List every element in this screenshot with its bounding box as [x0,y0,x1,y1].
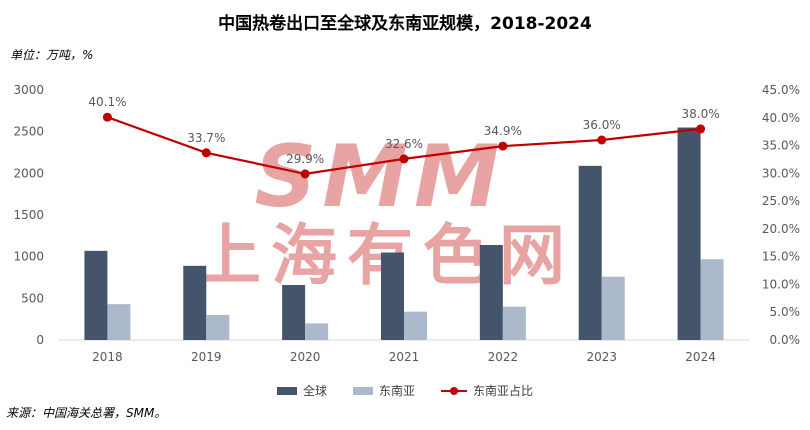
y-tick-label: 1000 [13,250,44,264]
y2-tick-label: 35.0% [762,139,800,153]
x-axis: 2018 2019 2020 2021 2022 2023 2024 [92,350,716,364]
share-data-label: 32.6% [385,137,423,151]
bar-sea [305,323,329,340]
share-line-group: 40.1% 33.7% 29.9% 32.6% 34.9% 36.0% 38.0% [88,95,720,179]
bar-sea [700,259,724,340]
y2-tick-label: 45.0% [762,83,800,97]
bars-group [84,127,724,340]
share-point [399,154,409,164]
bar-sea [404,311,427,340]
y2-tick-label: 10.0% [762,277,800,291]
legend-label-share: 东南亚占比 [473,384,534,398]
bar-global [381,252,404,340]
bar-global [183,265,207,340]
x-tick-label: 2023 [586,350,617,364]
bar-sea [502,306,526,340]
bar-global [84,250,108,340]
share-data-label: 40.1% [88,95,126,109]
y-tick-label: 1500 [13,208,44,222]
legend-swatch-sea [352,386,373,395]
watermark-logo: SMM [254,127,505,227]
legend-swatch-global [276,386,297,395]
y2-tick-label: 5.0% [770,305,801,319]
legend-swatch-share [441,386,467,396]
y2-tick-label: 30.0% [762,166,800,180]
y-tick-label: 0 [36,333,44,347]
share-point [300,169,310,179]
y2-tick-label: 0.0% [770,333,801,347]
share-point [102,112,112,122]
share-data-label: 33.7% [187,131,225,145]
legend-item-global: 全球 [276,382,327,399]
y2-tick-label: 25.0% [762,194,800,208]
legend-item-sea: 东南亚 [352,382,415,399]
legend-label-sea: 东南亚 [378,384,415,398]
bar-global [677,127,701,340]
y2-tick-label: 40.0% [762,111,800,125]
bar-sea [107,304,131,340]
share-point [498,141,508,151]
share-point [597,135,607,145]
unit-label: 单位：万吨，% [10,48,94,62]
y-tick-label: 2500 [13,125,44,139]
x-tick-label: 2018 [92,350,123,364]
legend-item-share: 东南亚占比 [441,382,533,399]
share-data-label: 29.9% [286,152,324,166]
x-tick-label: 2022 [488,350,519,364]
share-data-label: 34.9% [484,124,522,138]
y-tick-label: 3000 [13,83,44,97]
smm-watermark: SMM 上海有色网 [195,127,575,294]
bar-global [479,245,503,340]
share-point [696,124,706,134]
share-data-label: 36.0% [583,118,621,132]
x-tick-label: 2019 [191,350,222,364]
y-tick-label: 500 [21,291,44,305]
legend-label-global: 全球 [302,384,327,398]
x-tick-label: 2021 [389,350,420,364]
watermark-text: 上海有色网 [195,217,575,294]
x-tick-label: 2024 [685,350,716,364]
source-label: 来源：中国海关总署，SMM。 [6,406,167,420]
y-axis-left: 0 500 1000 1500 2000 2500 3000 [13,83,44,347]
bar-global [282,285,306,340]
legend: 全球 东南亚 东南亚占比 [0,382,810,399]
y2-tick-label: 15.0% [762,250,800,264]
x-tick-label: 2020 [290,350,321,364]
y-axis-right: 0.0% 5.0% 10.0% 15.0% 20.0% 25.0% 30.0% 35.0% 40… [762,83,800,347]
bar-sea [601,276,625,340]
share-data-label: 38.0% [682,107,720,121]
y-tick-label: 2000 [13,166,44,180]
bar-sea [206,315,230,340]
chart-title: 中国热卷出口至全球及东南亚规模，2018-2024 [218,14,592,34]
share-point [201,148,211,158]
y2-tick-label: 20.0% [762,222,800,236]
bar-global [578,165,602,340]
